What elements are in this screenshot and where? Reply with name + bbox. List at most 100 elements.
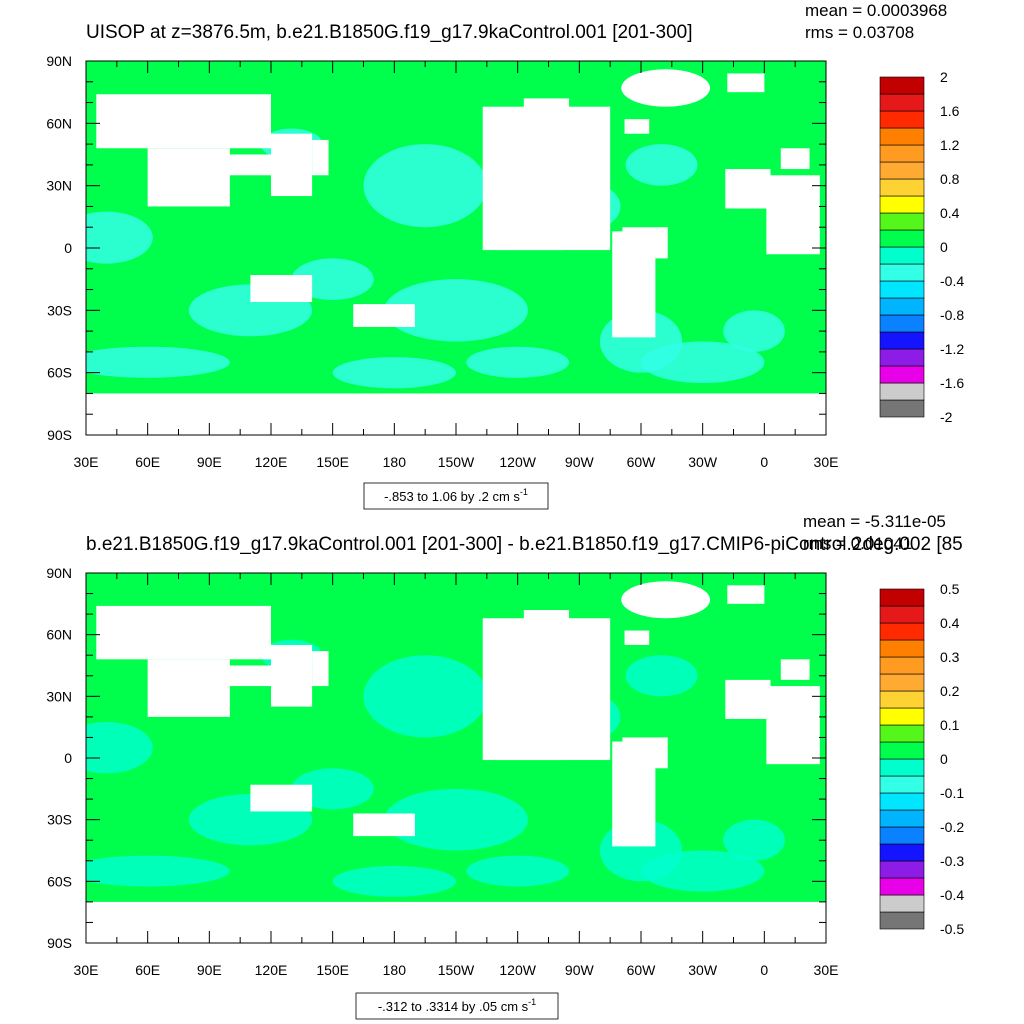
x-tick-label: 60E (135, 454, 160, 470)
info-label-box (355, 992, 559, 1020)
colorbar: 0.5 0.4 0.3 0.2 0.1 0 -0.1 -0.2 -0.3 -0.4 -0.5 (879, 581, 964, 937)
y-tick-label: 0 (64, 240, 72, 256)
colorbar-label: -1.6 (940, 375, 964, 391)
colorbar: 2 1.6 1.2 0.8 0.4 0 -0.4 -0.8 -1.2 -1.6 -2 (879, 69, 964, 425)
x-tick-label: 180 (383, 454, 407, 470)
top-map-panel: UISOP at z=3876.5m, b.e21.B1850G.f19_g17… (46, 1, 964, 510)
colorbar-box (879, 860, 925, 879)
colorbar-box (879, 758, 925, 777)
colorbar-label: 0.4 (940, 615, 960, 631)
y-tick-label: 60S (47, 365, 72, 381)
land-mask (552, 185, 580, 224)
y-tick-label: 60S (47, 873, 72, 889)
colorbar-label: 0.4 (940, 205, 960, 221)
anomaly-patch (723, 819, 785, 861)
land-mask (96, 605, 272, 660)
chart-title: UISOP at z=3876.5m, b.e21.B1850G.f19_g17… (86, 22, 693, 43)
colorbar-label: -0.1 (940, 785, 964, 801)
colorbar-box (879, 622, 925, 641)
colorbar-label: 0 (940, 751, 948, 767)
mean-label: mean = 0.0003968 (805, 1, 947, 20)
colorbar-box (879, 843, 925, 862)
land-mask (621, 581, 711, 619)
land-mask (86, 405, 251, 435)
x-tick-label: 30E (814, 962, 839, 978)
land-mask (727, 73, 765, 93)
land-mask (497, 675, 563, 761)
land-mask (725, 169, 771, 209)
colorbar-label: -0.2 (940, 819, 964, 835)
land-mask (353, 813, 415, 837)
colorbar-box (879, 280, 925, 299)
colorbar-box (879, 639, 925, 658)
x-tick-label: 30W (688, 454, 718, 470)
anomaly-patch (466, 346, 570, 378)
colorbar-box (879, 809, 925, 828)
land-mask (780, 148, 810, 170)
colorbar-box (879, 826, 925, 845)
x-tick-label: 60W (627, 962, 657, 978)
colorbar-box (879, 365, 925, 384)
info-label-text: -.312 to .3314 by .05 cm s-1 (378, 997, 536, 1014)
x-tick-label: 30W (688, 962, 718, 978)
land-mask (523, 98, 570, 161)
land-mask (86, 914, 251, 943)
colorbar-label: 2 (940, 69, 948, 85)
y-tick-label: 90S (47, 935, 72, 951)
colorbar-box (879, 178, 925, 197)
colorbar-box (879, 724, 925, 743)
colorbar-box (879, 348, 925, 367)
y-tick-label: 60N (46, 627, 72, 643)
colorbar-label: 0.2 (940, 683, 960, 699)
y-tick-label: 30N (46, 688, 72, 704)
colorbar-box (879, 911, 925, 930)
colorbar-box (879, 76, 925, 95)
land-mask (766, 175, 820, 255)
colorbar-box (879, 93, 925, 112)
land-mask (312, 139, 329, 176)
colorbar-box (879, 195, 925, 214)
contour-info-label: -.853 to 1.06 by .2 cm s-1 (363, 482, 549, 510)
colorbar-box (879, 399, 925, 418)
info-label-text: -.853 to 1.06 by .2 cm s-1 (384, 487, 528, 504)
anomaly-patch (466, 855, 570, 887)
anomaly-patch (363, 144, 487, 228)
colorbar-label: -0.5 (940, 921, 964, 937)
land-mask (250, 784, 313, 812)
colorbar-label: -0.4 (940, 273, 964, 289)
colorbar-box (879, 229, 925, 248)
x-tick-label: 30E (74, 454, 99, 470)
anomaly-patch (384, 788, 528, 851)
colorbar-box (879, 673, 925, 692)
land-mask (291, 920, 765, 943)
land-mask (725, 679, 771, 719)
land-mask (250, 275, 313, 303)
colorbar-box (879, 246, 925, 265)
colorbar-box (879, 110, 925, 129)
x-tick-label: 0 (760, 962, 768, 978)
colorbar-box (879, 297, 925, 316)
x-tick-label: 0 (760, 454, 768, 470)
land-mask (225, 665, 282, 687)
x-tick-label: 90E (197, 962, 222, 978)
x-tick-label: 150E (316, 454, 349, 470)
y-tick-label: 0 (64, 750, 72, 766)
anomaly-patch (363, 655, 487, 738)
contour-info-label: -.312 to .3314 by .05 cm s-1 (355, 992, 559, 1020)
y-tick-label: 90N (46, 53, 72, 69)
land-mask (624, 119, 650, 134)
colorbar-box (879, 605, 925, 624)
y-tick-label: 30S (47, 812, 72, 828)
info-label-box (363, 482, 549, 510)
colorbar-label: 1.6 (940, 103, 960, 119)
x-tick-label: 150W (438, 962, 475, 978)
colorbar-box (879, 382, 925, 401)
x-tick-label: 120E (255, 454, 288, 470)
colorbar-label: 0.8 (940, 171, 960, 187)
land-mask (624, 630, 650, 645)
x-tick-label: 90W (565, 454, 595, 470)
anomaly-patch (625, 144, 698, 186)
colorbar-box (879, 212, 925, 231)
colorbar-box (879, 331, 925, 350)
